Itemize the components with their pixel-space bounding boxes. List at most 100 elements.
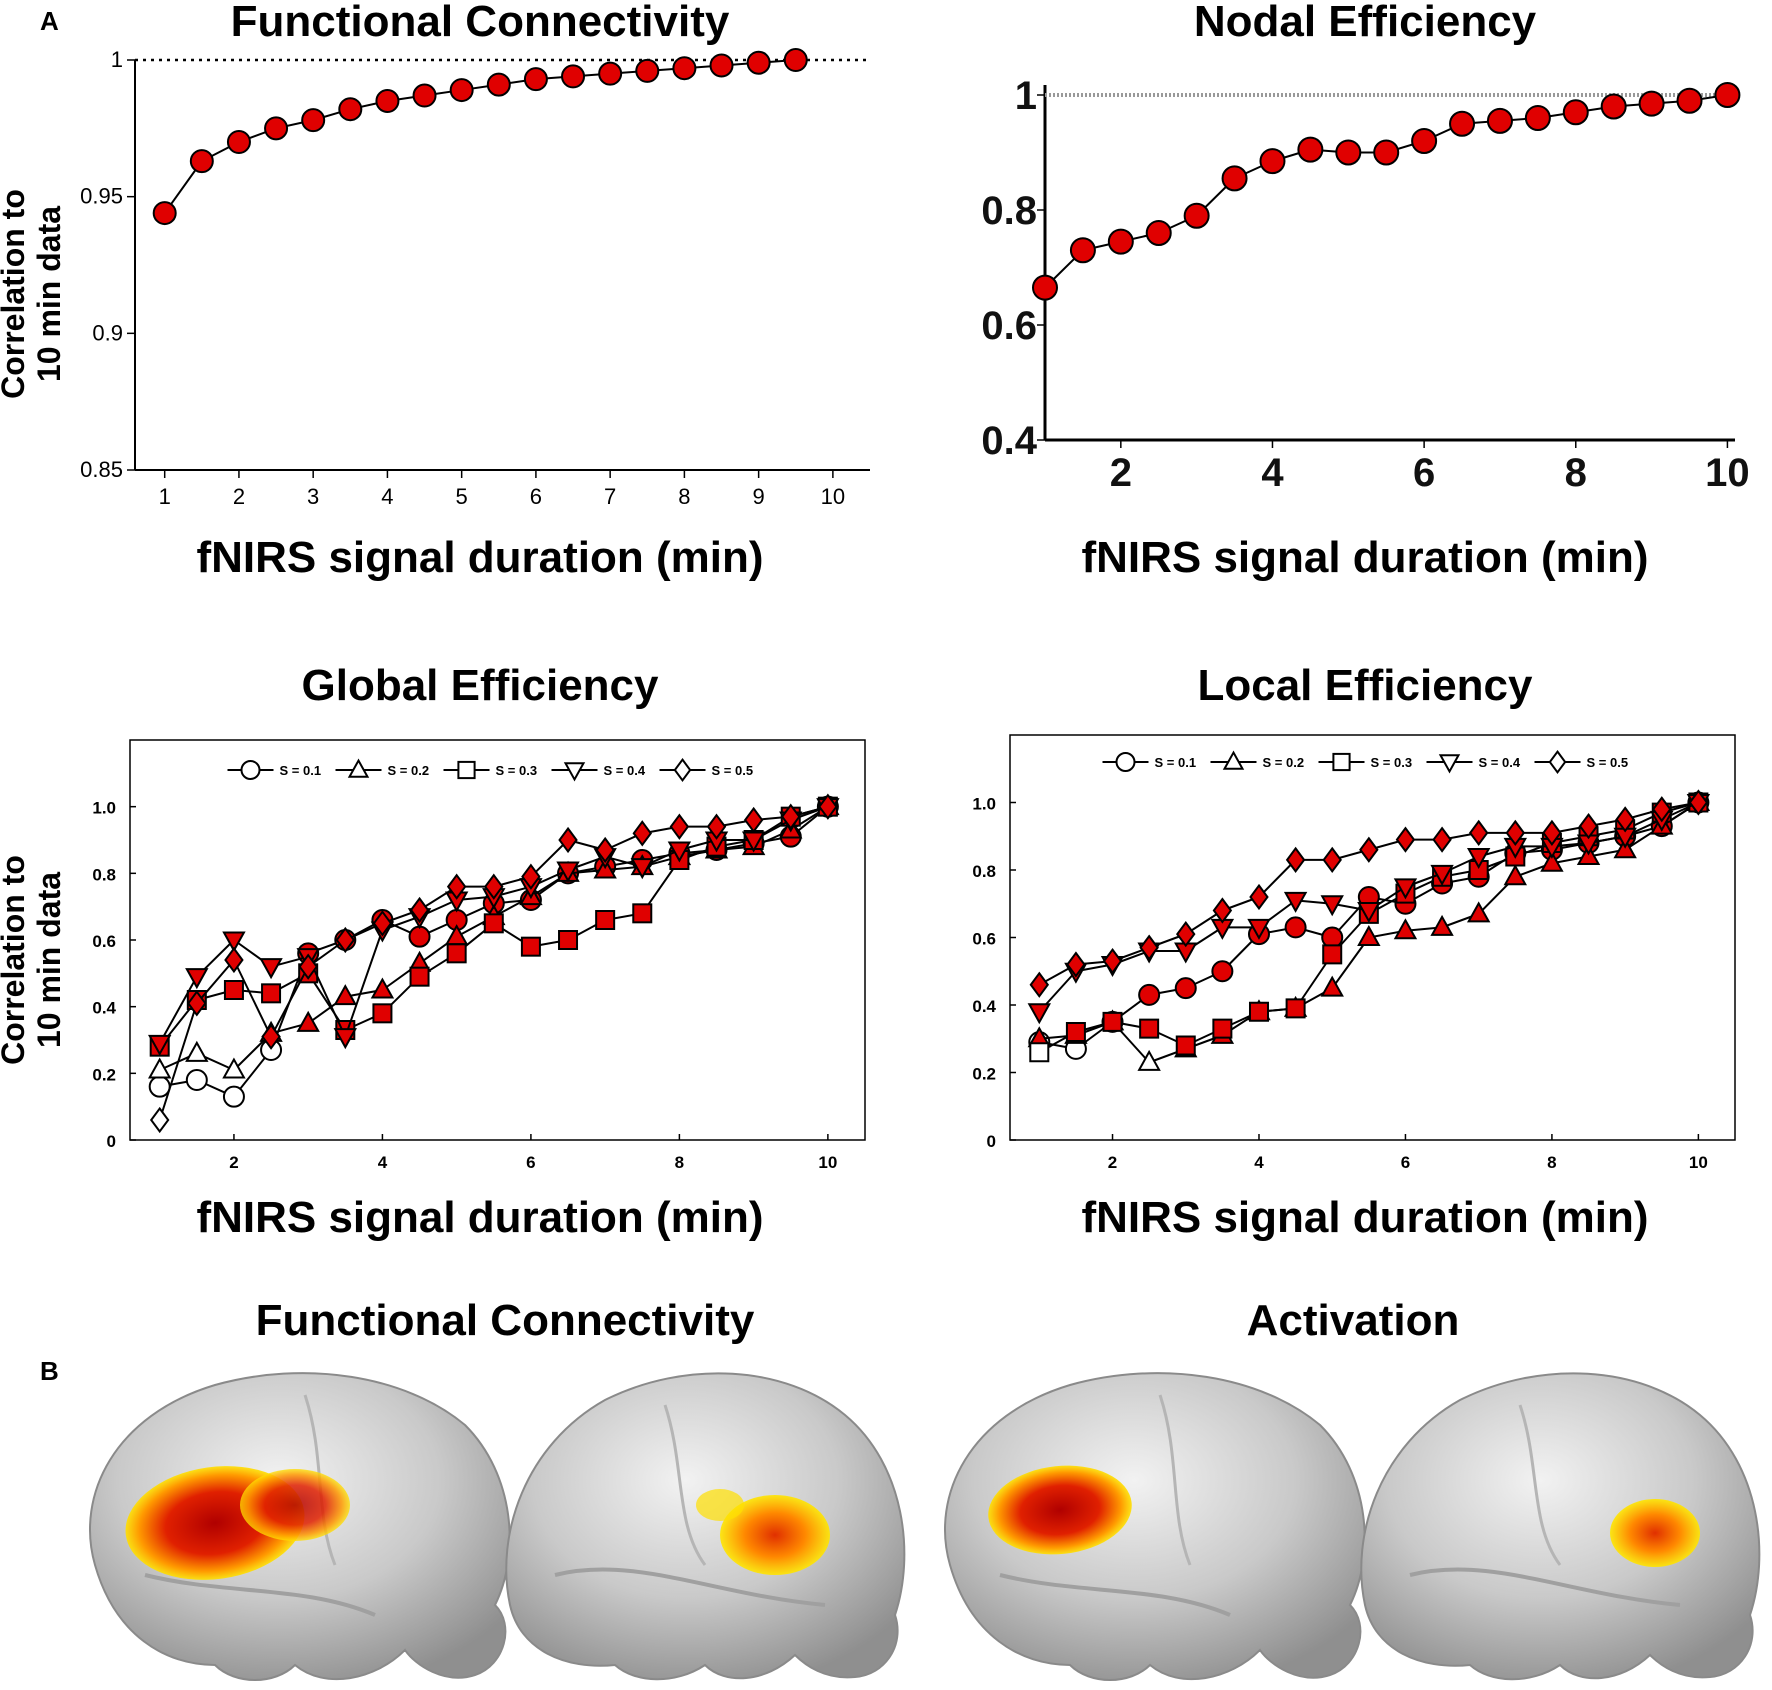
panel-label-a: A [40,6,59,36]
brain-surface [505,1372,906,1681]
data-point [446,943,467,964]
data-point [1138,983,1161,1006]
data-point [1652,796,1672,823]
x-tick-label: 6 [530,484,542,509]
chart-functional-connectivity: Functional Connectivity fNIRS signal dur… [0,0,870,582]
data-point [1212,897,1233,924]
series-line [1044,94,1728,289]
data-point [1322,944,1343,965]
data-point [1102,1011,1123,1032]
data-point [147,1057,172,1079]
legend-marker [240,760,261,780]
legend-marker [347,758,370,778]
data-point [746,50,771,75]
data-point [185,1040,209,1062]
series [149,793,838,1134]
data-point [667,841,692,863]
brain-sulcus [1518,1404,1562,1566]
series-line [163,59,796,214]
brain-sulcus [1409,1567,1681,1607]
legend-marker [1222,750,1245,770]
legend-marker [1438,754,1461,774]
x-tick-label: 4 [378,1153,388,1172]
brain-panel: Functional Connectivity Activation [89,1296,1761,1681]
data-point [1395,826,1416,853]
data-point [672,56,697,81]
series [152,48,808,226]
data-point [635,58,660,83]
data-point [223,980,244,1000]
data-point [743,806,764,834]
data-point [261,1023,281,1050]
legend-label: S = 0.1 [1155,755,1197,770]
x-tick-label: 10 [1689,1153,1708,1172]
data-point [598,61,623,86]
data-point [372,910,393,937]
chart-global-efficiency: Global Efficiency fNIRS signal duration … [0,661,866,1242]
data-point [1247,918,1271,940]
chart-title: Nodal Efficiency [1194,0,1537,46]
legend: S = 0.1 S = 0.2 S = 0.3 S = 0.4 S = 0.5 [1102,749,1628,775]
activation-blob [240,1469,350,1541]
x-tick-label: 8 [678,484,690,509]
x-tick-label: 3 [307,484,319,509]
x-tick-label: 10 [1705,451,1750,495]
series-line [159,805,829,1098]
data-point [1615,806,1635,833]
data-point [1466,848,1491,870]
x-axis-label: fNIRS signal duration (min) [196,1193,763,1242]
x-tick-label: 10 [818,1153,837,1172]
fc-brain-title: Functional Connectivity [256,1296,755,1345]
data-point [444,924,469,946]
data-point [296,1010,320,1032]
data-point [1065,1022,1086,1042]
x-tick-label: 6 [526,1153,535,1172]
data-point [333,1028,358,1050]
legend-marker [673,757,692,783]
y-tick-label: 0.8 [972,862,996,881]
data-point [1137,1049,1161,1071]
y-axis-label: Correlation to 10 min data [0,855,67,1065]
series [149,796,838,1057]
data-point [1335,139,1362,166]
legend-label: S = 0.1 [280,763,322,778]
data-point [1212,1018,1233,1039]
series [147,794,840,1079]
data-point [1357,902,1381,924]
y-tick-label: 1.0 [92,799,116,818]
x-tick-label: 8 [1565,451,1587,495]
data-point [1139,1018,1160,1039]
data-point [1259,148,1286,175]
y-axis-label-line-2: 10 min data [31,206,67,382]
fc-left-view [89,1372,511,1681]
data-point [1139,934,1159,961]
data-point [1249,883,1269,911]
chart-title: Global Efficiency [302,661,660,710]
data-point [261,983,282,1004]
data-point [1411,128,1438,154]
y-tick-label: 1 [111,47,123,72]
data-point [370,977,395,999]
data-point [1486,107,1513,134]
data-point [1714,82,1741,108]
chart-nodal-efficiency: Nodal Efficiency fNIRS signal duration (… [981,0,1749,582]
data-point [1320,895,1344,917]
activation-blob [988,1465,1132,1555]
activation-right-view [1360,1372,1761,1681]
x-tick-label: 6 [1401,1153,1410,1172]
panel-label-b: B [40,1356,59,1386]
data-point [1357,924,1381,946]
y-tick-label: 0.4 [92,999,116,1018]
data-point [222,1057,246,1079]
data-point [412,83,437,108]
data-point [333,984,358,1006]
y-axis-label-line-2: 10 min data [31,872,67,1048]
activation-blob [696,1489,744,1521]
data-point [1393,878,1418,900]
data-point [1248,1001,1269,1022]
data-point [152,201,177,226]
data-point [259,958,283,980]
x-tick-label: 1 [159,484,171,509]
